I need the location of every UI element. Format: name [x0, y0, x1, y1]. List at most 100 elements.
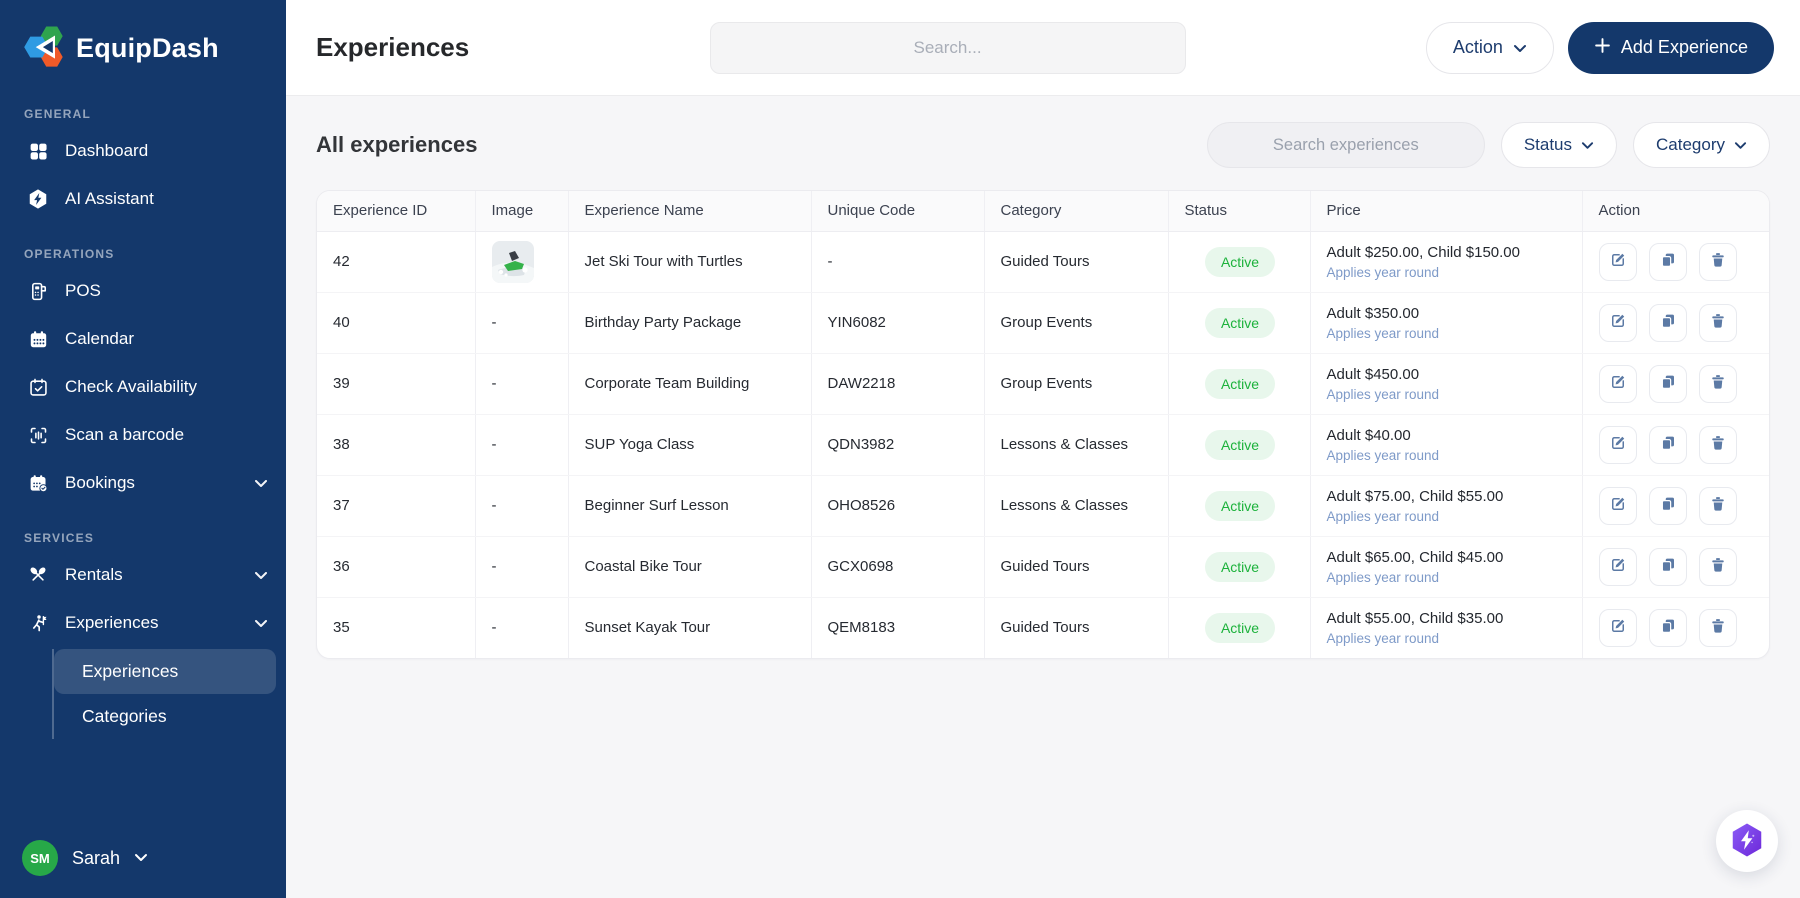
- trash-icon: [1709, 312, 1727, 333]
- edit-button[interactable]: [1598, 486, 1637, 525]
- sidebar-item-dashboard[interactable]: Dashboard: [0, 127, 286, 175]
- table-row: 40 - Birthday Party Package YIN6082 Grou…: [317, 292, 1769, 354]
- list-heading: All experiences: [316, 132, 478, 157]
- sidebar-item-experiences[interactable]: Experiences: [0, 599, 286, 647]
- duplicate-button[interactable]: [1648, 547, 1687, 586]
- logo-text: EquipDash: [76, 33, 219, 63]
- col-image: Image: [475, 191, 569, 232]
- edit-button[interactable]: [1598, 242, 1637, 281]
- section-label-operations: OPERATIONS: [24, 247, 115, 261]
- table-row: 36 - Coastal Bike Tour GCX0698 Guided To…: [317, 536, 1769, 598]
- sidebar-item-bookings[interactable]: Bookings: [0, 459, 286, 507]
- experience-id: 40: [333, 314, 350, 331]
- delete-button[interactable]: [1698, 486, 1737, 525]
- price-note: Applies year round: [1326, 386, 1440, 402]
- category-filter-label: Category: [1656, 135, 1725, 154]
- edit-button[interactable]: [1598, 364, 1637, 403]
- trash-icon: [1709, 373, 1727, 394]
- search-input[interactable]: [709, 21, 1186, 74]
- price-text: Adult $55.00, Child $35.00: [1326, 609, 1504, 627]
- table-row: 37 - Beginner Surf Lesson OHO8526 Lesson…: [317, 475, 1769, 537]
- chevron-down-icon: [1513, 37, 1527, 58]
- unique-code: GCX0698: [827, 558, 894, 575]
- section-label-services: SERVICES: [24, 531, 95, 545]
- sidebar-item-ai-assistant[interactable]: AI Assistant: [0, 175, 286, 223]
- edit-button[interactable]: [1598, 608, 1637, 647]
- add-experience-button[interactable]: Add Experience: [1567, 21, 1774, 74]
- top-bar: Experiences Action Add Experience: [286, 0, 1800, 96]
- sidebar-item-calendar[interactable]: Calendar: [0, 315, 286, 363]
- price-text: Adult $450.00: [1326, 365, 1420, 383]
- experience-name: Corporate Team Building: [584, 375, 750, 392]
- user-menu[interactable]: SM Sarah: [22, 840, 148, 876]
- price-text: Adult $65.00, Child $45.00: [1326, 548, 1504, 566]
- price-text: Adult $75.00, Child $55.00: [1326, 487, 1504, 505]
- sidebar-item-pos[interactable]: POS: [0, 267, 286, 315]
- delete-button[interactable]: [1698, 364, 1737, 403]
- unique-code: QEM8183: [827, 619, 896, 637]
- status-filter-button[interactable]: Status: [1500, 122, 1618, 168]
- calendar-check-icon: [26, 375, 50, 399]
- trash-icon: [1709, 434, 1727, 455]
- submenu-item-categories[interactable]: Categories: [54, 694, 276, 739]
- status-badge: Active: [1204, 551, 1276, 582]
- category-filter-button[interactable]: Category: [1633, 122, 1770, 168]
- experience-name: Jet Ski Tour with Turtles: [584, 253, 743, 270]
- experience-name: Coastal Bike Tour: [584, 558, 702, 575]
- category: Guided Tours: [1000, 558, 1090, 575]
- experience-thumbnail: [491, 240, 534, 283]
- price-text: Adult $350.00: [1326, 304, 1420, 322]
- submenu-item-experiences[interactable]: Experiences: [54, 649, 276, 694]
- hiker-icon: [26, 611, 50, 635]
- duplicate-button[interactable]: [1648, 425, 1687, 464]
- duplicate-button[interactable]: [1648, 303, 1687, 342]
- price-note: Applies year round: [1326, 630, 1440, 646]
- page-title: Experiences: [316, 32, 470, 62]
- experience-table-body: 42 Jet Ski Tour with Turtles - Guided To…: [317, 231, 1769, 658]
- experience-id: 37: [333, 497, 350, 514]
- table-row: 38 - SUP Yoga Class QDN3982 Lessons & Cl…: [317, 414, 1769, 476]
- sidebar-item-rentals[interactable]: Rentals: [0, 551, 286, 599]
- edit-pencil-icon: [1609, 434, 1627, 455]
- equipdash-logo-icon: [22, 24, 66, 73]
- copy-icon: [1659, 312, 1677, 333]
- duplicate-button[interactable]: [1648, 364, 1687, 403]
- edit-button[interactable]: [1598, 303, 1637, 342]
- price-note: Applies year round: [1326, 325, 1440, 341]
- status-filter-label: Status: [1523, 135, 1573, 154]
- section-label-general: GENERAL: [24, 107, 92, 121]
- edit-button[interactable]: [1598, 547, 1637, 586]
- calendar-icon: [26, 327, 50, 351]
- experience-id: 36: [333, 558, 350, 575]
- duplicate-button[interactable]: [1648, 486, 1687, 525]
- experience-id: 35: [333, 619, 350, 637]
- sidebar-item-check-availability[interactable]: Check Availability: [0, 363, 286, 411]
- trash-icon: [1709, 556, 1727, 577]
- delete-button[interactable]: [1698, 608, 1737, 647]
- delete-button[interactable]: [1698, 425, 1737, 464]
- delete-button[interactable]: [1698, 242, 1737, 281]
- delete-button[interactable]: [1698, 547, 1737, 586]
- ai-assistant-icon: [26, 187, 50, 211]
- price-note: Applies year round: [1326, 447, 1440, 463]
- nav-label: Bookings: [65, 473, 135, 492]
- edit-pencil-icon: [1609, 556, 1627, 577]
- status-badge: Active: [1204, 612, 1276, 643]
- experiences-submenu: Experiences Categories: [52, 649, 276, 739]
- action-button[interactable]: Action: [1425, 21, 1554, 74]
- category: Group Events: [1000, 314, 1093, 331]
- unique-code: QDN3982: [827, 436, 895, 453]
- chevron-down-icon: [254, 619, 268, 628]
- trash-icon: [1709, 251, 1727, 272]
- table-row: 42 Jet Ski Tour with Turtles - Guided To…: [317, 231, 1769, 293]
- duplicate-button[interactable]: [1648, 242, 1687, 281]
- sidebar-item-scan-barcode[interactable]: Scan a barcode: [0, 411, 286, 459]
- experiences-search-input[interactable]: [1206, 122, 1485, 168]
- ai-assistant-fab[interactable]: [1716, 810, 1778, 872]
- bookings-calendar-icon: [26, 471, 50, 495]
- duplicate-button[interactable]: [1648, 608, 1687, 647]
- edit-button[interactable]: [1598, 425, 1637, 464]
- price-note: Applies year round: [1326, 508, 1440, 524]
- image-placeholder-dash: -: [491, 314, 497, 331]
- delete-button[interactable]: [1698, 303, 1737, 342]
